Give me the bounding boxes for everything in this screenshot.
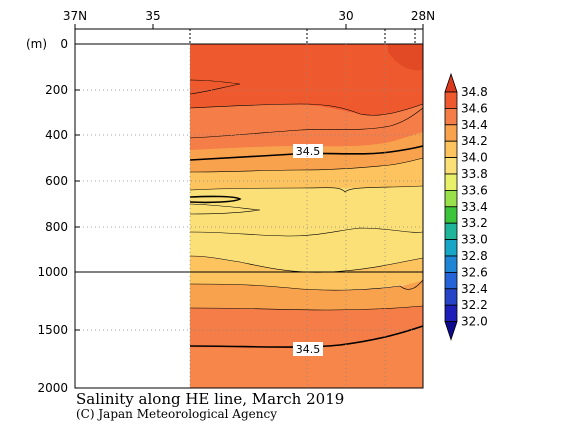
contour-lines xyxy=(189,79,424,348)
surface-high-salinity-layer xyxy=(190,44,423,116)
contour-line xyxy=(189,203,261,215)
contour-line-low-salinity-core xyxy=(189,195,242,204)
x-tick-label: 37N xyxy=(63,9,87,23)
chart-title: Salinity along HE line, March 2019 xyxy=(76,390,344,408)
colorbar-swatch xyxy=(444,239,458,257)
contour-labels: 34.5 34.5 xyxy=(293,144,323,356)
contour-label: 34.5 xyxy=(296,145,321,158)
mid-salinity-layer-2 xyxy=(190,158,423,194)
contour-line xyxy=(189,103,424,116)
x-tick-label: 30 xyxy=(338,9,353,23)
contour-line-34-5-deep xyxy=(189,325,424,348)
contour-line xyxy=(189,279,424,291)
top-max-salinity-layer xyxy=(388,44,423,71)
colorbar-label: 34.4 xyxy=(461,118,488,132)
colorbar-swatch xyxy=(444,222,458,240)
deep-high-salinity-layer xyxy=(190,326,423,388)
left-axis-ticks xyxy=(75,43,80,389)
colorbar-swatch xyxy=(444,255,458,273)
colorbar-swatch xyxy=(444,206,458,224)
contour-line xyxy=(189,185,424,193)
contour-label-box xyxy=(293,342,323,356)
contour-line-34-5 xyxy=(189,145,424,161)
x-tick-label: 35 xyxy=(145,9,160,23)
colorbar: 34.8 34.6 34.4 34.2 34.0 33.8 33.6 33.4 33.2 33.0… xyxy=(444,72,488,341)
contour-line xyxy=(189,107,424,139)
y-tick-label: 800 xyxy=(45,220,68,234)
colorbar-label: 32.6 xyxy=(461,265,488,279)
colorbar-swatch xyxy=(444,157,458,175)
colorbar-swatch xyxy=(444,173,458,191)
colorbar-label: 32.4 xyxy=(461,282,488,296)
y-tick-label: 0 xyxy=(60,37,68,51)
colorbar-label: 33.2 xyxy=(461,216,488,230)
colorbar-swatch xyxy=(444,271,458,290)
colorbar-swatch xyxy=(444,288,458,306)
y-tick-label: 600 xyxy=(45,174,68,188)
top-axis-ticks xyxy=(74,24,424,44)
colorbar-label: 32.8 xyxy=(461,249,488,263)
colorbar-label: 33.6 xyxy=(461,183,488,197)
colorbar-swatch xyxy=(444,91,458,109)
y-unit-label: (m) xyxy=(26,37,47,51)
colorbar-swatch xyxy=(444,124,458,142)
contour-line xyxy=(189,227,424,237)
colorbar-swatch xyxy=(444,108,458,126)
y-tick-label: 200 xyxy=(45,83,68,97)
low-salinity-core-layer xyxy=(190,186,423,273)
colorbar-label: 34.8 xyxy=(461,85,488,99)
y-tick-label: 400 xyxy=(45,128,68,142)
colorbar-swatch xyxy=(444,189,458,208)
contour-line xyxy=(189,255,424,273)
colorbar-label: 34.6 xyxy=(461,101,488,115)
colorbar-label: 33.4 xyxy=(461,200,488,214)
colorbar-label: 34.2 xyxy=(461,134,488,148)
contour-line xyxy=(189,157,424,173)
colorbar-label: 34.0 xyxy=(461,151,488,165)
contour-label: 34.5 xyxy=(296,343,321,356)
colorbar-label: 32.2 xyxy=(461,298,488,312)
colorbar-label: 33.8 xyxy=(461,167,488,181)
colorbar-label: 32.0 xyxy=(461,315,488,329)
top-axis-labels: 37N 35 30 28N xyxy=(63,9,435,23)
y-tick-label: 1000 xyxy=(37,265,68,279)
deep-transition-layer-2 xyxy=(190,280,423,310)
left-axis-labels: (m) 0 200 400 600 800 1000 1500 2000 xyxy=(26,37,68,395)
chart-credit: (C) Japan Meteorological Agency xyxy=(76,407,277,421)
contour-label-box xyxy=(293,144,323,158)
contour-line xyxy=(189,305,424,311)
deep-transition-layer-1 xyxy=(190,256,423,290)
colorbar-swatch xyxy=(444,304,458,323)
contour-line xyxy=(189,79,241,95)
top-axis-strip xyxy=(74,28,424,45)
x-tick-label: 28N xyxy=(411,9,435,23)
colorbar-label: 33.0 xyxy=(461,233,488,247)
colorbar-swatch xyxy=(444,321,458,341)
y-tick-label: 2000 xyxy=(37,381,68,395)
y-tick-label: 1500 xyxy=(37,323,68,337)
colorbar-swatch xyxy=(444,140,458,158)
colorbar-swatch xyxy=(444,72,458,93)
gridlines xyxy=(75,44,423,388)
